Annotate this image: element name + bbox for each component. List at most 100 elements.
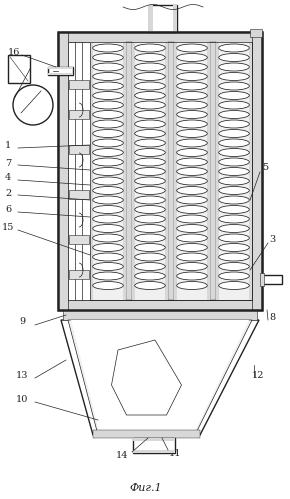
Ellipse shape xyxy=(219,262,249,270)
Text: 5: 5 xyxy=(262,164,268,173)
Ellipse shape xyxy=(93,110,123,118)
Ellipse shape xyxy=(177,272,207,280)
Ellipse shape xyxy=(219,110,249,118)
Bar xyxy=(69,80,89,89)
Ellipse shape xyxy=(177,139,207,147)
Ellipse shape xyxy=(177,82,207,90)
Ellipse shape xyxy=(93,281,123,289)
Ellipse shape xyxy=(93,234,123,242)
Polygon shape xyxy=(111,340,182,415)
Ellipse shape xyxy=(219,253,249,261)
Ellipse shape xyxy=(135,244,165,251)
Text: 7: 7 xyxy=(5,159,11,168)
Text: 13: 13 xyxy=(16,370,28,380)
Bar xyxy=(69,145,89,154)
Bar xyxy=(58,32,68,310)
Bar xyxy=(126,42,132,300)
Ellipse shape xyxy=(219,244,249,251)
Ellipse shape xyxy=(93,262,123,270)
Ellipse shape xyxy=(177,44,207,52)
Ellipse shape xyxy=(93,139,123,147)
Text: 6: 6 xyxy=(5,206,11,215)
Ellipse shape xyxy=(135,215,165,223)
Bar xyxy=(48,67,73,69)
Ellipse shape xyxy=(135,272,165,280)
Text: 16: 16 xyxy=(8,47,20,56)
Ellipse shape xyxy=(177,110,207,118)
Text: 3: 3 xyxy=(269,236,275,245)
Bar xyxy=(93,430,200,438)
Ellipse shape xyxy=(219,187,249,195)
Ellipse shape xyxy=(177,253,207,261)
Bar xyxy=(69,190,89,199)
Ellipse shape xyxy=(93,101,123,109)
Bar xyxy=(58,32,262,310)
Ellipse shape xyxy=(177,72,207,80)
Ellipse shape xyxy=(177,149,207,157)
Text: 15: 15 xyxy=(2,224,14,233)
Ellipse shape xyxy=(93,225,123,233)
Ellipse shape xyxy=(93,53,123,61)
Ellipse shape xyxy=(93,215,123,223)
Text: 12: 12 xyxy=(252,370,264,380)
Ellipse shape xyxy=(135,110,165,118)
Ellipse shape xyxy=(135,187,165,195)
Ellipse shape xyxy=(135,234,165,242)
Bar xyxy=(133,438,175,453)
Polygon shape xyxy=(71,320,249,435)
Ellipse shape xyxy=(93,130,123,138)
Ellipse shape xyxy=(177,187,207,195)
Ellipse shape xyxy=(219,196,249,204)
Ellipse shape xyxy=(135,149,165,157)
Ellipse shape xyxy=(93,91,123,99)
Ellipse shape xyxy=(135,139,165,147)
Ellipse shape xyxy=(135,177,165,185)
Ellipse shape xyxy=(219,177,249,185)
Bar xyxy=(149,5,177,32)
Ellipse shape xyxy=(135,120,165,128)
Bar xyxy=(250,29,262,37)
Ellipse shape xyxy=(219,44,249,52)
Ellipse shape xyxy=(219,149,249,157)
Ellipse shape xyxy=(219,225,249,233)
Text: 10: 10 xyxy=(16,396,28,405)
Bar xyxy=(249,42,252,300)
Ellipse shape xyxy=(219,158,249,166)
Bar xyxy=(252,32,262,310)
Ellipse shape xyxy=(219,139,249,147)
Ellipse shape xyxy=(135,101,165,109)
Text: Фиг.1: Фиг.1 xyxy=(130,483,162,493)
Bar xyxy=(216,42,219,300)
Bar xyxy=(69,270,89,279)
Bar xyxy=(48,73,73,75)
Ellipse shape xyxy=(177,101,207,109)
Ellipse shape xyxy=(135,253,165,261)
Ellipse shape xyxy=(177,244,207,251)
Bar xyxy=(262,275,282,284)
Bar xyxy=(58,300,262,310)
Ellipse shape xyxy=(93,206,123,214)
Ellipse shape xyxy=(93,196,123,204)
Ellipse shape xyxy=(135,262,165,270)
Text: 4: 4 xyxy=(5,174,11,183)
Bar xyxy=(165,42,168,300)
Ellipse shape xyxy=(177,225,207,233)
Text: 2: 2 xyxy=(5,189,11,198)
Ellipse shape xyxy=(135,82,165,90)
Text: 1: 1 xyxy=(5,141,11,150)
Ellipse shape xyxy=(93,177,123,185)
Ellipse shape xyxy=(93,253,123,261)
Polygon shape xyxy=(61,320,259,435)
Ellipse shape xyxy=(135,44,165,52)
Ellipse shape xyxy=(177,262,207,270)
Ellipse shape xyxy=(93,120,123,128)
Ellipse shape xyxy=(177,91,207,99)
Bar xyxy=(63,310,257,320)
Ellipse shape xyxy=(135,281,165,289)
Ellipse shape xyxy=(93,244,123,251)
Bar xyxy=(90,42,252,300)
Ellipse shape xyxy=(219,234,249,242)
Ellipse shape xyxy=(177,158,207,166)
Polygon shape xyxy=(68,320,252,435)
Ellipse shape xyxy=(93,272,123,280)
